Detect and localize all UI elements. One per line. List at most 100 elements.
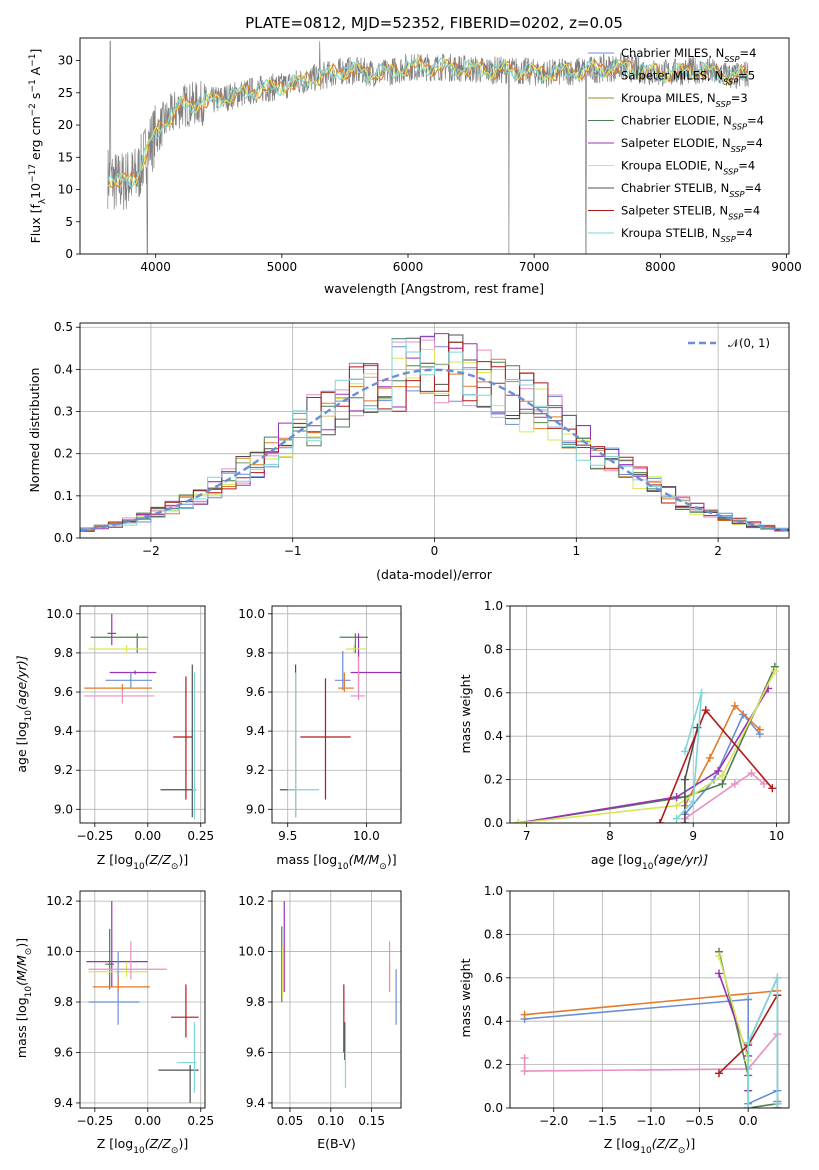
error-bar-point — [171, 984, 199, 1038]
y-axis-label: mass weight — [458, 674, 473, 753]
x-tick-label: 0.15 — [358, 1114, 385, 1128]
weight-point — [520, 1054, 529, 1063]
legend-label-part: =4 — [738, 159, 755, 173]
weight-point — [730, 779, 739, 788]
error-bar-point — [345, 645, 367, 653]
weight-point — [697, 688, 706, 697]
y-tick-label: 0.2 — [484, 1058, 503, 1072]
y-tick-label: 0.4 — [484, 729, 503, 743]
x-tick-label: 0.25 — [187, 1114, 214, 1128]
x-tick-label: 10.0 — [353, 829, 380, 843]
y-tick-label: 0.0 — [54, 531, 73, 545]
x-tick-label: 6000 — [393, 260, 424, 274]
y-tick-label: 0.4 — [54, 362, 73, 376]
y-tick-label: 25 — [58, 86, 73, 100]
weight-line — [718, 955, 749, 1108]
x-tick-label: 9.5 — [278, 829, 297, 843]
weight-series — [514, 667, 779, 823]
y-tick-label: 0.0 — [484, 816, 503, 830]
x-axis-label-part: Z [log — [97, 1136, 133, 1151]
legend-label-part: SSP — [729, 189, 744, 199]
x-axis-label-part: E(B-V) — [317, 1136, 356, 1151]
y-axis-label-part: 10 — [28, 183, 43, 199]
legend-label: Kroupa MILES, NSSP=3 — [621, 91, 748, 109]
legend-label-part: SSP — [728, 212, 743, 222]
y-tick-label: 9.8 — [246, 646, 265, 660]
legend-label-part: SSP — [723, 77, 738, 87]
error-bar-point — [177, 1022, 197, 1093]
y-tick-label: 0.5 — [54, 320, 73, 334]
error-bar-point — [160, 664, 197, 818]
weight-point — [520, 1010, 529, 1019]
y-tick-label: 0.8 — [484, 927, 503, 941]
x-tick-label: 0.00 — [134, 829, 161, 843]
x-axis-label-part: (Z/Z — [145, 1136, 172, 1151]
x-axis-label-part: )] — [685, 1136, 695, 1151]
weight-point — [672, 801, 681, 810]
mass_vs_ebv-grid — [272, 891, 401, 1108]
y-tick-label: 1.0 — [484, 884, 503, 898]
weight-point — [715, 952, 724, 961]
mass_vs_ebv-axes: 0.05 0.10 0.15 9.4 9.6 9.8 10.0 10.2 — [238, 890, 402, 1128]
y-tick-label: 0.4 — [484, 1014, 503, 1028]
weight-line — [518, 670, 776, 823]
x-axis-label-part: 10 — [133, 862, 145, 872]
weight-point — [705, 753, 714, 762]
x-tick-label: 0.25 — [187, 829, 214, 843]
age_vs_Z-plot-area — [84, 613, 197, 820]
y-tick-label: 30 — [58, 54, 73, 68]
y-tick-label: 0.2 — [484, 773, 503, 787]
x-tick-label: −1 — [284, 544, 302, 558]
x-tick-label: 2 — [714, 544, 722, 558]
y-axis-label: mass weight — [458, 958, 473, 1037]
x-axis-label-part: 10 — [642, 862, 654, 872]
x-axis-label-part: age [log — [591, 852, 642, 867]
x-tick-label: 0.0 — [739, 1114, 758, 1128]
y-tick-label: 0 — [65, 247, 73, 261]
x-axis-label-part: 10 — [640, 1146, 652, 1156]
y-axis-label-part: Flux [f — [28, 204, 43, 244]
x-tick-label: 9000 — [771, 260, 802, 274]
x-axis-label: Z [log10(Z/Z⊙)] — [97, 1136, 188, 1156]
weight-point — [520, 1067, 529, 1076]
x-axis-label: mass [log10(M/M⊙)] — [276, 852, 396, 872]
y-axis-label-part: A — [28, 66, 43, 79]
weight-line — [684, 713, 761, 815]
error-bar-point — [334, 650, 351, 691]
error-bar-point — [88, 941, 167, 980]
y-axis-label-part: ⊙ — [24, 948, 34, 956]
y-tick-label: 9.4 — [54, 1096, 73, 1110]
y-tick-label: 9.8 — [54, 646, 73, 660]
x-axis-label-part: 10 — [133, 1146, 145, 1156]
y-tick-label: 1.0 — [484, 599, 503, 613]
legend-label: Salpeter STELIB, NSSP=4 — [621, 204, 760, 222]
x-axis-label: Z [log10(Z/Z⊙)] — [97, 852, 188, 872]
legend-label-part: Chabrier ELODIE, N — [621, 114, 732, 128]
y-tick-label: 9.0 — [246, 802, 265, 816]
legend-label-part: SSP — [732, 122, 747, 132]
spectrum-plot-area — [107, 40, 749, 254]
y-tick-label: 0.3 — [54, 405, 73, 419]
x-axis-label-part: )] — [178, 852, 188, 867]
y-axis-label-part: −1 — [28, 54, 38, 67]
error-bar-point — [105, 672, 153, 689]
y-tick-label: 9.8 — [246, 995, 265, 1009]
error-bar-point — [350, 656, 365, 700]
residuals-plot-area — [80, 333, 789, 532]
legend-label-part: Chabrier STELIB, N — [621, 181, 729, 195]
weight-point — [672, 792, 681, 801]
error-bar-point — [84, 690, 155, 704]
spectrum-frame — [79, 37, 790, 255]
x-tick-label: 0.05 — [277, 1114, 304, 1128]
y-tick-label: 9.6 — [246, 1045, 265, 1059]
legend-label-part: =4 — [736, 226, 753, 240]
y-axis-label: age [log10(age/yr)] — [14, 655, 34, 772]
y-tick-label: 0.8 — [484, 642, 503, 656]
histogram-series — [80, 341, 789, 532]
x-axis-label-part: mass [log — [276, 852, 337, 867]
residuals-frame — [79, 322, 790, 539]
y-tick-label: 10.2 — [46, 894, 73, 908]
error-bar-point — [105, 928, 114, 990]
weight-point — [689, 797, 698, 806]
